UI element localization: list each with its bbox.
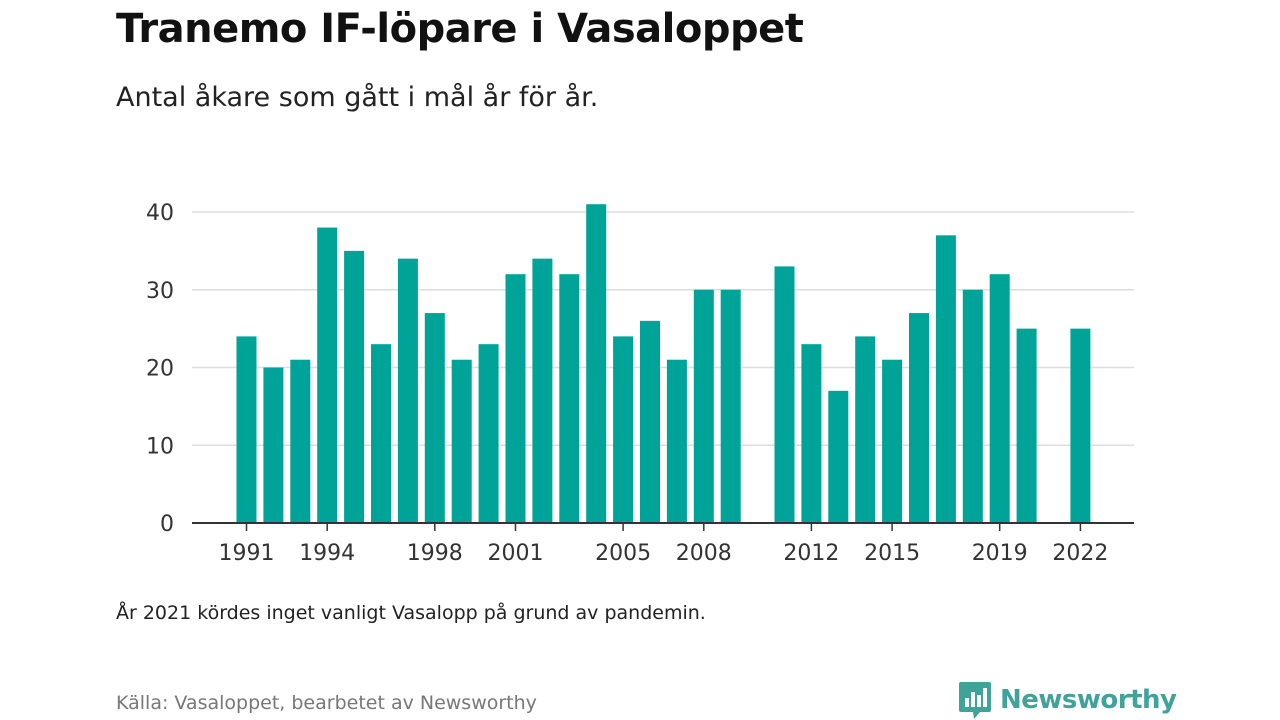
y-tick-label: 20 [146, 357, 174, 382]
bar-2020 [1016, 328, 1037, 523]
bars [236, 204, 1091, 524]
bar-2006 [640, 320, 660, 523]
x-tick-label: 2005 [595, 541, 651, 566]
x-tick-label: 2015 [864, 541, 920, 566]
y-axis-ticks: 0 10 20 30 40 [146, 201, 174, 537]
bar-2011 [774, 266, 795, 523]
bar-2017 [935, 235, 956, 523]
bar-2012 [801, 344, 822, 523]
bar-2015 [882, 359, 903, 523]
x-tick-label: 1991 [219, 541, 275, 566]
y-tick-label: 40 [146, 201, 174, 226]
bar-2018 [962, 289, 983, 523]
x-tick-label: 1998 [407, 541, 463, 566]
bar-2008 [693, 289, 714, 523]
bar-2001 [505, 274, 526, 523]
bar-2019 [989, 274, 1010, 523]
y-tick-label: 10 [146, 434, 174, 459]
bar-chart: 0 10 20 30 40 1991 1994 1998 2001 2005 2008 2012 20… [146, 201, 1134, 566]
bar-2013 [828, 390, 849, 523]
bar-1992 [263, 367, 284, 523]
bar-2016 [909, 313, 929, 523]
bar-1998 [424, 313, 445, 523]
x-tick-label: 2019 [972, 541, 1028, 566]
brand-name: Newsworthy [1000, 685, 1177, 715]
bar-2002 [532, 258, 553, 523]
brand-logo: Newsworthy [958, 680, 1177, 720]
bar-2005 [613, 336, 634, 523]
page-subtitle: Antal åkare som gått i mål år för år. [116, 82, 599, 113]
x-axis-ticks: 1991 1994 1998 2001 2005 2008 2012 2015 2019 2022 [219, 523, 1108, 566]
y-tick-label: 0 [160, 512, 174, 537]
x-tick-label: 2012 [783, 541, 839, 566]
source-credit: Källa: Vasaloppet, bearbetet av Newswort… [116, 692, 537, 714]
x-tick-label: 2022 [1052, 541, 1108, 566]
bar-1999 [451, 359, 472, 523]
x-tick-label: 2008 [676, 541, 732, 566]
bar-2014 [855, 336, 876, 523]
bar-1993 [290, 359, 311, 523]
bar-1995 [344, 250, 365, 523]
bar-2004 [586, 204, 607, 523]
bar-2007 [666, 359, 687, 523]
y-tick-label: 30 [146, 279, 174, 304]
page-title: Tranemo IF-löpare i Vasaloppet [116, 6, 804, 52]
chart-footnote: År 2021 kördes inget vanligt Vasalopp på… [116, 602, 706, 624]
newsworthy-chart-logo-icon [959, 682, 991, 719]
bar-1991 [236, 336, 257, 523]
x-tick-label: 2001 [488, 541, 544, 566]
bar-2009 [720, 289, 741, 523]
bar-2003 [559, 274, 580, 523]
x-tick-label: 1994 [299, 541, 355, 566]
bar-2022 [1070, 328, 1091, 523]
bar-1997 [397, 258, 418, 523]
bar-2000 [478, 344, 499, 523]
bar-1996 [371, 344, 391, 523]
bar-1994 [317, 227, 338, 524]
